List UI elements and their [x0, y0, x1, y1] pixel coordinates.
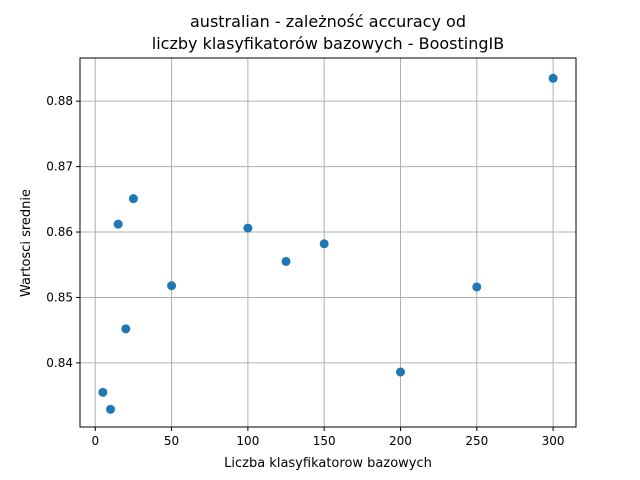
x-tick-label: 200: [389, 434, 412, 448]
chart-title-line-1: australian - zależność accuracy od: [190, 12, 466, 31]
x-axis-label: Liczba klasyfikatorow bazowych: [224, 456, 432, 471]
y-axis-label: Wartosci srednie: [19, 189, 34, 297]
x-tick-label: 250: [465, 434, 488, 448]
data-point: [548, 73, 558, 83]
y-tick-label: 0.87: [46, 160, 73, 174]
data-point: [395, 367, 405, 377]
x-tick-label: 0: [91, 434, 99, 448]
data-point: [106, 404, 116, 414]
data-point: [98, 387, 108, 397]
data-point: [113, 219, 123, 229]
data-point: [128, 194, 138, 204]
x-tick-label: 100: [236, 434, 259, 448]
chart-title-line-2: liczby klasyfikatorów bazowych - Boostin…: [152, 34, 504, 53]
y-tick-label: 0.85: [46, 290, 73, 304]
x-tick-label: 150: [313, 434, 336, 448]
data-point: [243, 223, 253, 233]
y-tick-label: 0.88: [46, 94, 73, 108]
axis-ticks: 0 50 100 150 200 250 300 0.84 0.85 0.86 0.87 0.88: [46, 94, 564, 448]
y-tick-label: 0.84: [46, 356, 73, 370]
data-point: [167, 281, 177, 291]
plot-frame: [79, 57, 577, 428]
grid-lines: [80, 58, 576, 427]
x-tick-label: 50: [164, 434, 179, 448]
data-point: [472, 282, 482, 292]
data-point: [319, 239, 329, 249]
data-point: [281, 256, 291, 266]
data-points: [98, 73, 558, 414]
y-tick-label: 0.86: [46, 225, 73, 239]
data-point: [121, 324, 131, 334]
x-tick-label: 300: [542, 434, 565, 448]
